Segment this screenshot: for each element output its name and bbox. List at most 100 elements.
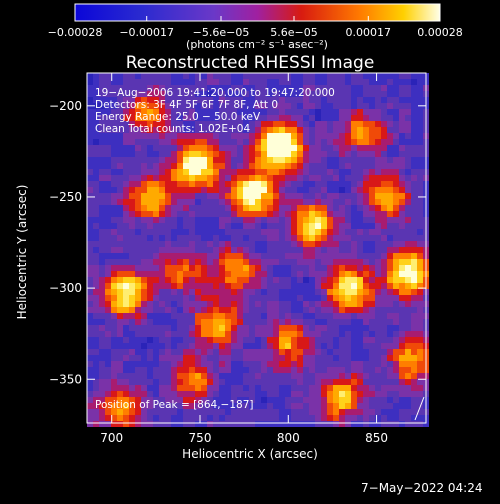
heatmap-cell <box>153 223 159 229</box>
heatmap-cell <box>333 145 339 151</box>
heatmap-cell <box>297 187 303 193</box>
heatmap-cell <box>129 223 135 229</box>
heatmap-cell <box>129 361 135 367</box>
heatmap-cell <box>267 193 273 199</box>
heatmap-cell <box>387 355 393 361</box>
heatmap-cell <box>267 367 273 373</box>
heatmap-cell <box>219 181 225 187</box>
heatmap-cell <box>387 205 393 211</box>
heatmap-cell <box>177 325 183 331</box>
heatmap-cell <box>303 97 309 103</box>
heatmap-cell <box>189 163 195 169</box>
heatmap-cell <box>285 313 291 319</box>
heatmap-cell <box>165 409 171 415</box>
heatmap-cell <box>363 313 369 319</box>
heatmap-cell <box>411 145 417 151</box>
heatmap-cell <box>231 349 237 355</box>
heatmap-cell <box>405 175 411 181</box>
heatmap-cell <box>243 355 249 361</box>
heatmap-cell <box>291 217 297 223</box>
heatmap-cell <box>207 421 213 427</box>
heatmap-cell <box>357 361 363 367</box>
heatmap-cell <box>297 283 303 289</box>
heatmap-cell <box>411 307 417 313</box>
heatmap-cell <box>273 265 279 271</box>
heatmap-cell <box>273 157 279 163</box>
heatmap-cell <box>123 121 129 127</box>
heatmap-cell <box>159 319 165 325</box>
heatmap-cell <box>207 391 213 397</box>
heatmap-cell <box>333 385 339 391</box>
heatmap-cell <box>135 259 141 265</box>
heatmap-cell <box>291 421 297 427</box>
heatmap-cell <box>105 355 111 361</box>
heatmap-cell <box>345 319 351 325</box>
heatmap-cell <box>291 163 297 169</box>
heatmap-cell <box>153 157 159 163</box>
heatmap-cell <box>309 289 315 295</box>
heatmap-cell <box>141 121 147 127</box>
heatmap-cell <box>369 355 375 361</box>
heatmap-cell <box>369 319 375 325</box>
heatmap-cell <box>231 217 237 223</box>
heatmap-cell <box>333 73 339 79</box>
heatmap-cell <box>411 343 417 349</box>
heatmap-cell <box>381 307 387 313</box>
heatmap-cell <box>99 421 105 427</box>
heatmap-cell <box>147 121 153 127</box>
heatmap-cell <box>261 319 267 325</box>
heatmap-cell <box>141 103 147 109</box>
heatmap-cell <box>225 151 231 157</box>
heatmap-cell <box>321 175 327 181</box>
heatmap-cell <box>357 259 363 265</box>
heatmap-cell <box>87 127 93 133</box>
heatmap-cell <box>351 139 357 145</box>
heatmap-cell <box>183 151 189 157</box>
heatmap-cell <box>171 283 177 289</box>
heatmap-cell <box>141 421 147 427</box>
heatmap-cell <box>147 157 153 163</box>
heatmap-cell <box>111 391 117 397</box>
heatmap-cell <box>177 241 183 247</box>
heatmap-cell <box>297 421 303 427</box>
heatmap-cell <box>273 133 279 139</box>
heatmap-cell <box>381 175 387 181</box>
heatmap-cell <box>267 199 273 205</box>
heatmap-cell <box>291 301 297 307</box>
heatmap-cell <box>165 379 171 385</box>
heatmap-cell <box>273 337 279 343</box>
heatmap-cell <box>273 409 279 415</box>
heatmap-cell <box>117 247 123 253</box>
heatmap-cell <box>291 373 297 379</box>
heatmap-cell <box>363 211 369 217</box>
heatmap-cell <box>117 313 123 319</box>
heatmap-cell <box>345 169 351 175</box>
heatmap-cell <box>189 265 195 271</box>
heatmap-cell <box>135 193 141 199</box>
heatmap-cell <box>339 133 345 139</box>
heatmap-cell <box>309 265 315 271</box>
heatmap-cell <box>369 85 375 91</box>
heatmap-cell <box>117 205 123 211</box>
heatmap-cell <box>219 391 225 397</box>
heatmap-cell <box>225 385 231 391</box>
heatmap-cell <box>291 385 297 391</box>
heatmap-cell <box>327 145 333 151</box>
heatmap-cell <box>291 97 297 103</box>
heatmap-cell <box>387 373 393 379</box>
heatmap-cell <box>327 235 333 241</box>
heatmap-cell <box>315 373 321 379</box>
heatmap-cell <box>237 169 243 175</box>
heatmap-cell <box>183 73 189 79</box>
heatmap-cell <box>93 139 99 145</box>
heatmap-cell <box>315 265 321 271</box>
heatmap-cell <box>87 283 93 289</box>
heatmap-cell <box>249 295 255 301</box>
heatmap-cell <box>333 307 339 313</box>
heatmap-cell <box>285 151 291 157</box>
heatmap-cell <box>231 421 237 427</box>
heatmap-cell <box>363 151 369 157</box>
heatmap-cell <box>87 211 93 217</box>
heatmap-cell <box>129 415 135 421</box>
heatmap-cell <box>297 229 303 235</box>
